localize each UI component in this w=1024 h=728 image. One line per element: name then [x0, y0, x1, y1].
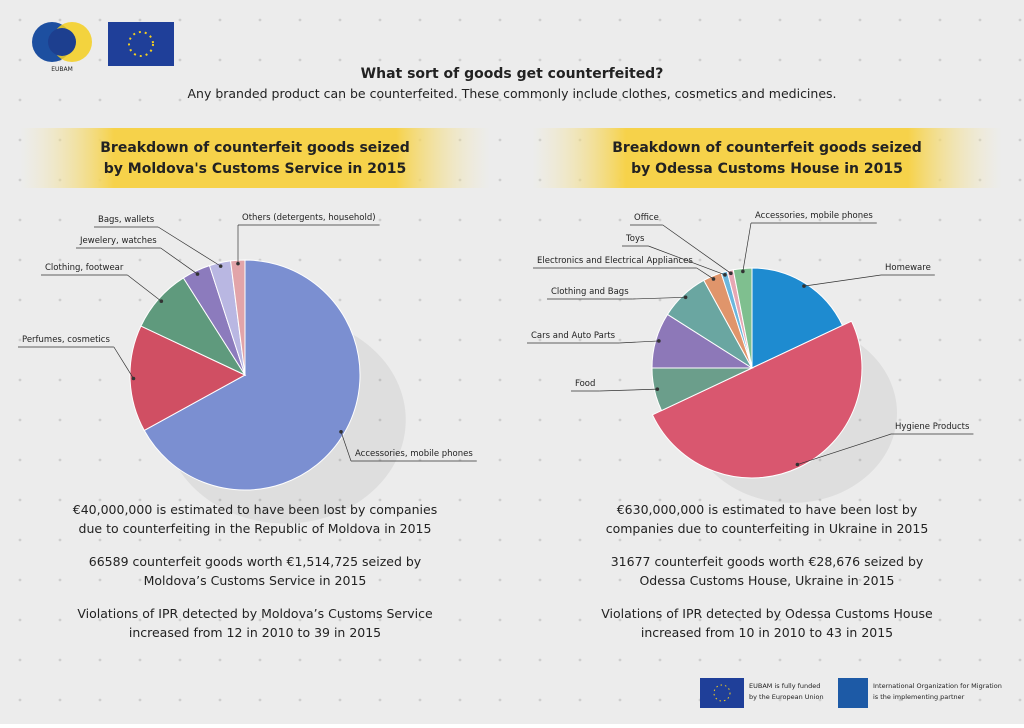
banner: [532, 128, 1002, 188]
footer-text: by the European Union: [749, 693, 824, 701]
fact-text: due to counterfeiting in the Republic of…: [79, 521, 432, 536]
logo-text: EUBAM: [51, 66, 73, 73]
banner: [20, 128, 490, 188]
footer-text: is the implementing partner: [873, 693, 965, 701]
fact-text: companies due to counterfeiting in Ukrai…: [606, 521, 929, 536]
leader-dot: [796, 463, 800, 467]
leader-dot: [160, 299, 164, 303]
subtitle: Any branded product can be counterfeited…: [187, 86, 836, 101]
slice-label: Cars and Auto Parts: [531, 331, 616, 341]
fact-text: increased from 10 in 2010 to 43 in 2015: [641, 625, 893, 640]
leader-dot: [132, 377, 136, 381]
slice-label: Perfumes, cosmetics: [22, 335, 110, 345]
fact-text: 66589 counterfeit goods worth €1,514,725…: [89, 554, 422, 569]
slice-label: Jewelery, watches: [79, 236, 157, 246]
slice-label: Food: [575, 379, 595, 389]
leader-dot: [741, 270, 745, 274]
slice-label: Toys: [625, 234, 645, 244]
slice-label: Accessories, mobile phones: [755, 211, 873, 221]
slice-label: Accessories, mobile phones: [355, 449, 473, 459]
leader-dot: [656, 387, 660, 391]
fact-text: Odessa Customs House, Ukraine in 2015: [639, 573, 894, 588]
chart-title: by Odessa Customs House in 2015: [631, 161, 903, 177]
fact-text: increased from 12 in 2010 to 39 in 2015: [129, 625, 381, 640]
leader-dot: [236, 262, 240, 266]
leader-dot: [339, 430, 343, 434]
slice-label: Others (detergents, household): [242, 213, 376, 223]
chart-title: by Moldova's Customs Service in 2015: [104, 161, 406, 177]
leader-dot: [729, 272, 733, 276]
fact-text: €40,000,000 is estimated to have been lo…: [73, 502, 437, 517]
title: What sort of goods get counterfeited?: [361, 66, 664, 82]
chart-title: Breakdown of counterfeit goods seized: [612, 140, 922, 156]
slice-label: Clothing and Bags: [551, 287, 629, 297]
leader-dot: [657, 339, 661, 343]
leader-dot: [684, 295, 688, 299]
slice-label: Electronics and Electrical Appliances: [537, 256, 693, 266]
fact-text: €630,000,000 is estimated to have been l…: [617, 502, 918, 517]
leader-dot: [196, 272, 200, 276]
leader-dot: [712, 277, 716, 281]
leader-dot: [723, 273, 727, 277]
fact-text: 31677 counterfeit goods worth €28,676 se…: [611, 554, 924, 569]
slice-label: Clothing, footwear: [45, 263, 124, 273]
footer-text: International Organization for Migration: [873, 682, 1002, 690]
fact-text: Violations of IPR detected by Odessa Cus…: [601, 606, 933, 621]
slice-label: Bags, wallets: [98, 215, 155, 225]
footer-text: EUBAM is fully funded: [749, 682, 820, 690]
leader-dot: [802, 284, 806, 288]
fact-text: Violations of IPR detected by Moldova’s …: [77, 606, 433, 621]
slice-label: Office: [634, 213, 659, 223]
chart-title: Breakdown of counterfeit goods seized: [100, 140, 410, 156]
fact-text: Moldova’s Customs Service in 2015: [144, 573, 367, 588]
slice-label: Homeware: [885, 263, 931, 273]
leader-dot: [219, 264, 223, 268]
slice-label: Hygiene Products: [895, 422, 970, 432]
